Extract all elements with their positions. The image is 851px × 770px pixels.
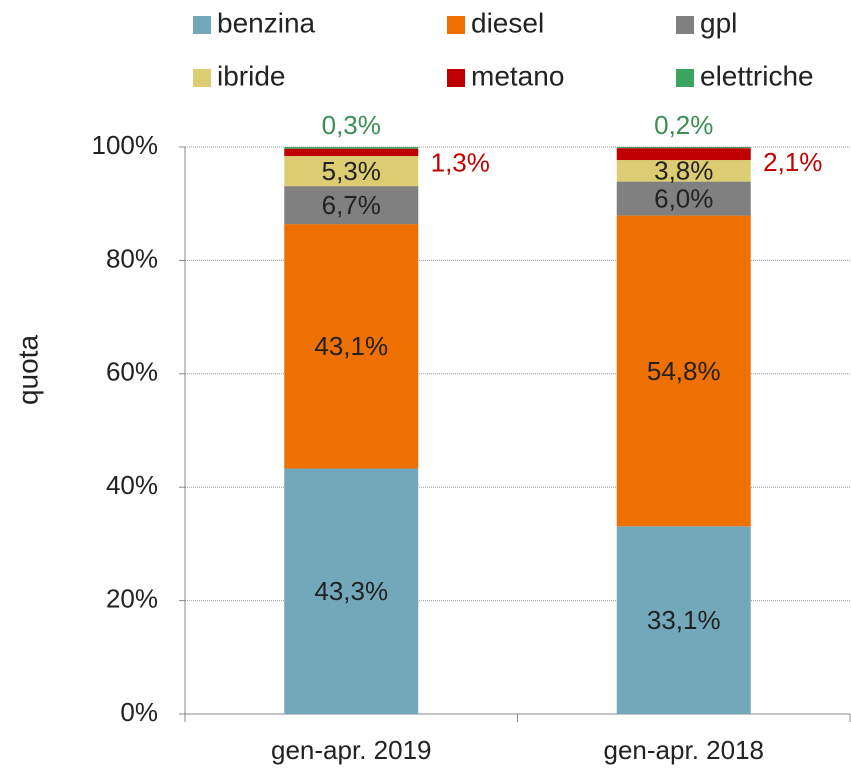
legend-swatch <box>447 69 465 87</box>
legend-swatch <box>193 16 211 34</box>
bar-segment <box>284 148 419 157</box>
y-tick-label: 60% <box>106 357 158 387</box>
bar-segment <box>284 156 419 187</box>
bar-segment <box>284 468 419 714</box>
data-label: 5,3% <box>322 156 381 186</box>
bar-segment <box>616 215 751 527</box>
data-label: 2,1% <box>763 147 822 177</box>
legend-label: gpl <box>700 7 737 38</box>
y-axis-label: quota <box>12 335 43 405</box>
y-tick-label: 0% <box>120 697 158 727</box>
data-label: 6,7% <box>322 190 381 220</box>
y-tick-label: 20% <box>106 583 158 613</box>
legend-swatch <box>193 69 211 87</box>
legend-label: ibride <box>217 60 285 91</box>
data-label: 33,1% <box>647 605 721 635</box>
legend-label: metano <box>471 60 564 91</box>
bar-segment <box>616 147 751 149</box>
bar-segment <box>616 148 751 161</box>
bar-segment <box>284 186 419 225</box>
bar-segment <box>616 181 751 216</box>
legend-label: diesel <box>471 7 544 38</box>
data-label: 6,0% <box>654 183 713 213</box>
bar-segment <box>616 526 751 714</box>
legend-label: elettriche <box>700 60 814 91</box>
data-label: 43,1% <box>314 331 388 361</box>
x-tick-label: gen-apr. 2018 <box>604 735 764 765</box>
legend-label: benzina <box>217 7 316 38</box>
bar-segment <box>284 147 419 149</box>
bar-segment <box>616 160 751 182</box>
data-label: 54,8% <box>647 356 721 386</box>
data-label: 0,3% <box>322 110 381 140</box>
bar-segment <box>284 224 419 469</box>
data-label: 0,2% <box>654 110 713 140</box>
data-label: 1,3% <box>431 148 490 178</box>
y-tick-label: 100% <box>92 130 159 160</box>
data-label: 43,3% <box>314 576 388 606</box>
y-tick-label: 40% <box>106 470 158 500</box>
y-tick-label: 80% <box>106 243 158 273</box>
legend-swatch <box>676 16 694 34</box>
legend-swatch <box>676 69 694 87</box>
legend-swatch <box>447 16 465 34</box>
x-tick-label: gen-apr. 2019 <box>271 735 431 765</box>
data-label: 3,8% <box>654 156 713 186</box>
